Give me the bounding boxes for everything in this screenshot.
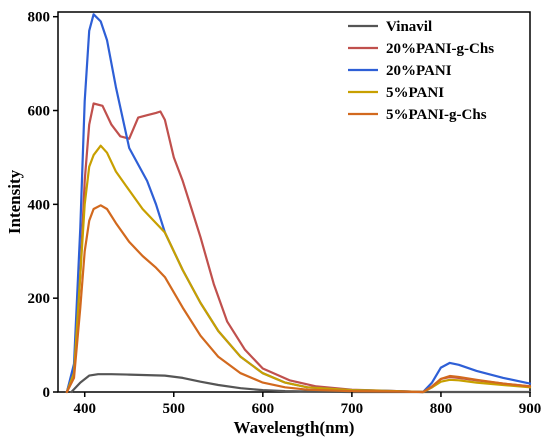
x-tick-label: 500 [163,401,186,417]
x-tick-label: 800 [430,401,453,417]
legend-label: 20%PANI-g-Chs [386,41,494,57]
y-tick-label: 600 [28,104,51,120]
series-line-3 [65,144,532,394]
y-tick-label: 800 [28,10,51,26]
axis-ticks: 400 500 600 700 800 900 0 200 400 600 800 [28,10,542,417]
x-tick-label: 400 [73,401,96,417]
legend: Vinavil 20%PANI-g-Chs 20%PANI 5%PANI 5%PANI-… [348,19,494,123]
y-tick-label: 200 [28,291,51,307]
x-tick-label: 700 [341,401,364,417]
series-lines [65,13,532,394]
y-tick-label: 400 [28,197,51,213]
legend-label: 5%PANI [386,85,444,101]
x-axis-title: Wavelength(nm) [234,418,355,437]
y-axis-title: Intensity [5,169,24,234]
y-tick-label: 0 [43,385,51,401]
legend-label: 20%PANI [386,63,452,79]
legend-label: 5%PANI-g-Chs [386,107,487,123]
series-line-2 [65,13,532,394]
plot-frame [57,11,531,393]
series-line-1 [65,102,532,394]
x-tick-label: 900 [519,401,542,417]
legend-label: Vinavil [386,19,432,35]
series-line-4 [65,204,532,394]
x-tick-label: 600 [252,401,275,417]
